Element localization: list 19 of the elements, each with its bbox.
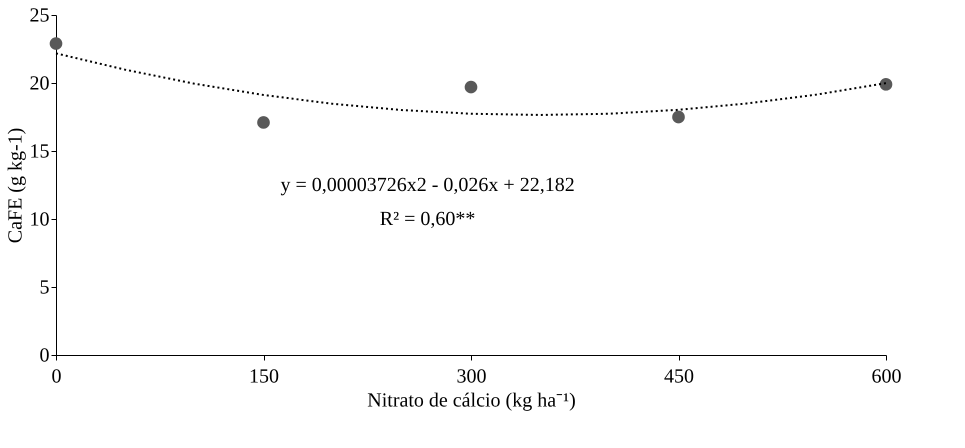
x-tick-label: 300	[456, 366, 486, 388]
y-axis-title: CaFE (g kg-1)	[4, 128, 26, 244]
x-axis-title: Nitrato de cálcio (kg ha⁻¹)	[367, 390, 576, 412]
point	[672, 110, 685, 124]
y-tick-label: 0	[40, 344, 50, 366]
x-tick-label: 450	[664, 366, 694, 388]
y-tick-label: 20	[30, 72, 50, 94]
point	[880, 78, 892, 91]
y-tick-label: 5	[40, 276, 50, 298]
x-tick-label: 150	[249, 366, 279, 388]
annotation: y = 0,00003726x2 - 0,026x + 22,182	[280, 174, 575, 196]
point	[464, 80, 478, 94]
y-tick-label: 10	[30, 208, 50, 230]
y-tick-label: 15	[30, 140, 50, 162]
point	[257, 116, 270, 129]
point	[50, 37, 62, 50]
y-tick-label: 25	[30, 4, 50, 26]
x-tick-label: 600	[872, 366, 902, 388]
annotation: R² = 0,60**	[380, 208, 476, 230]
